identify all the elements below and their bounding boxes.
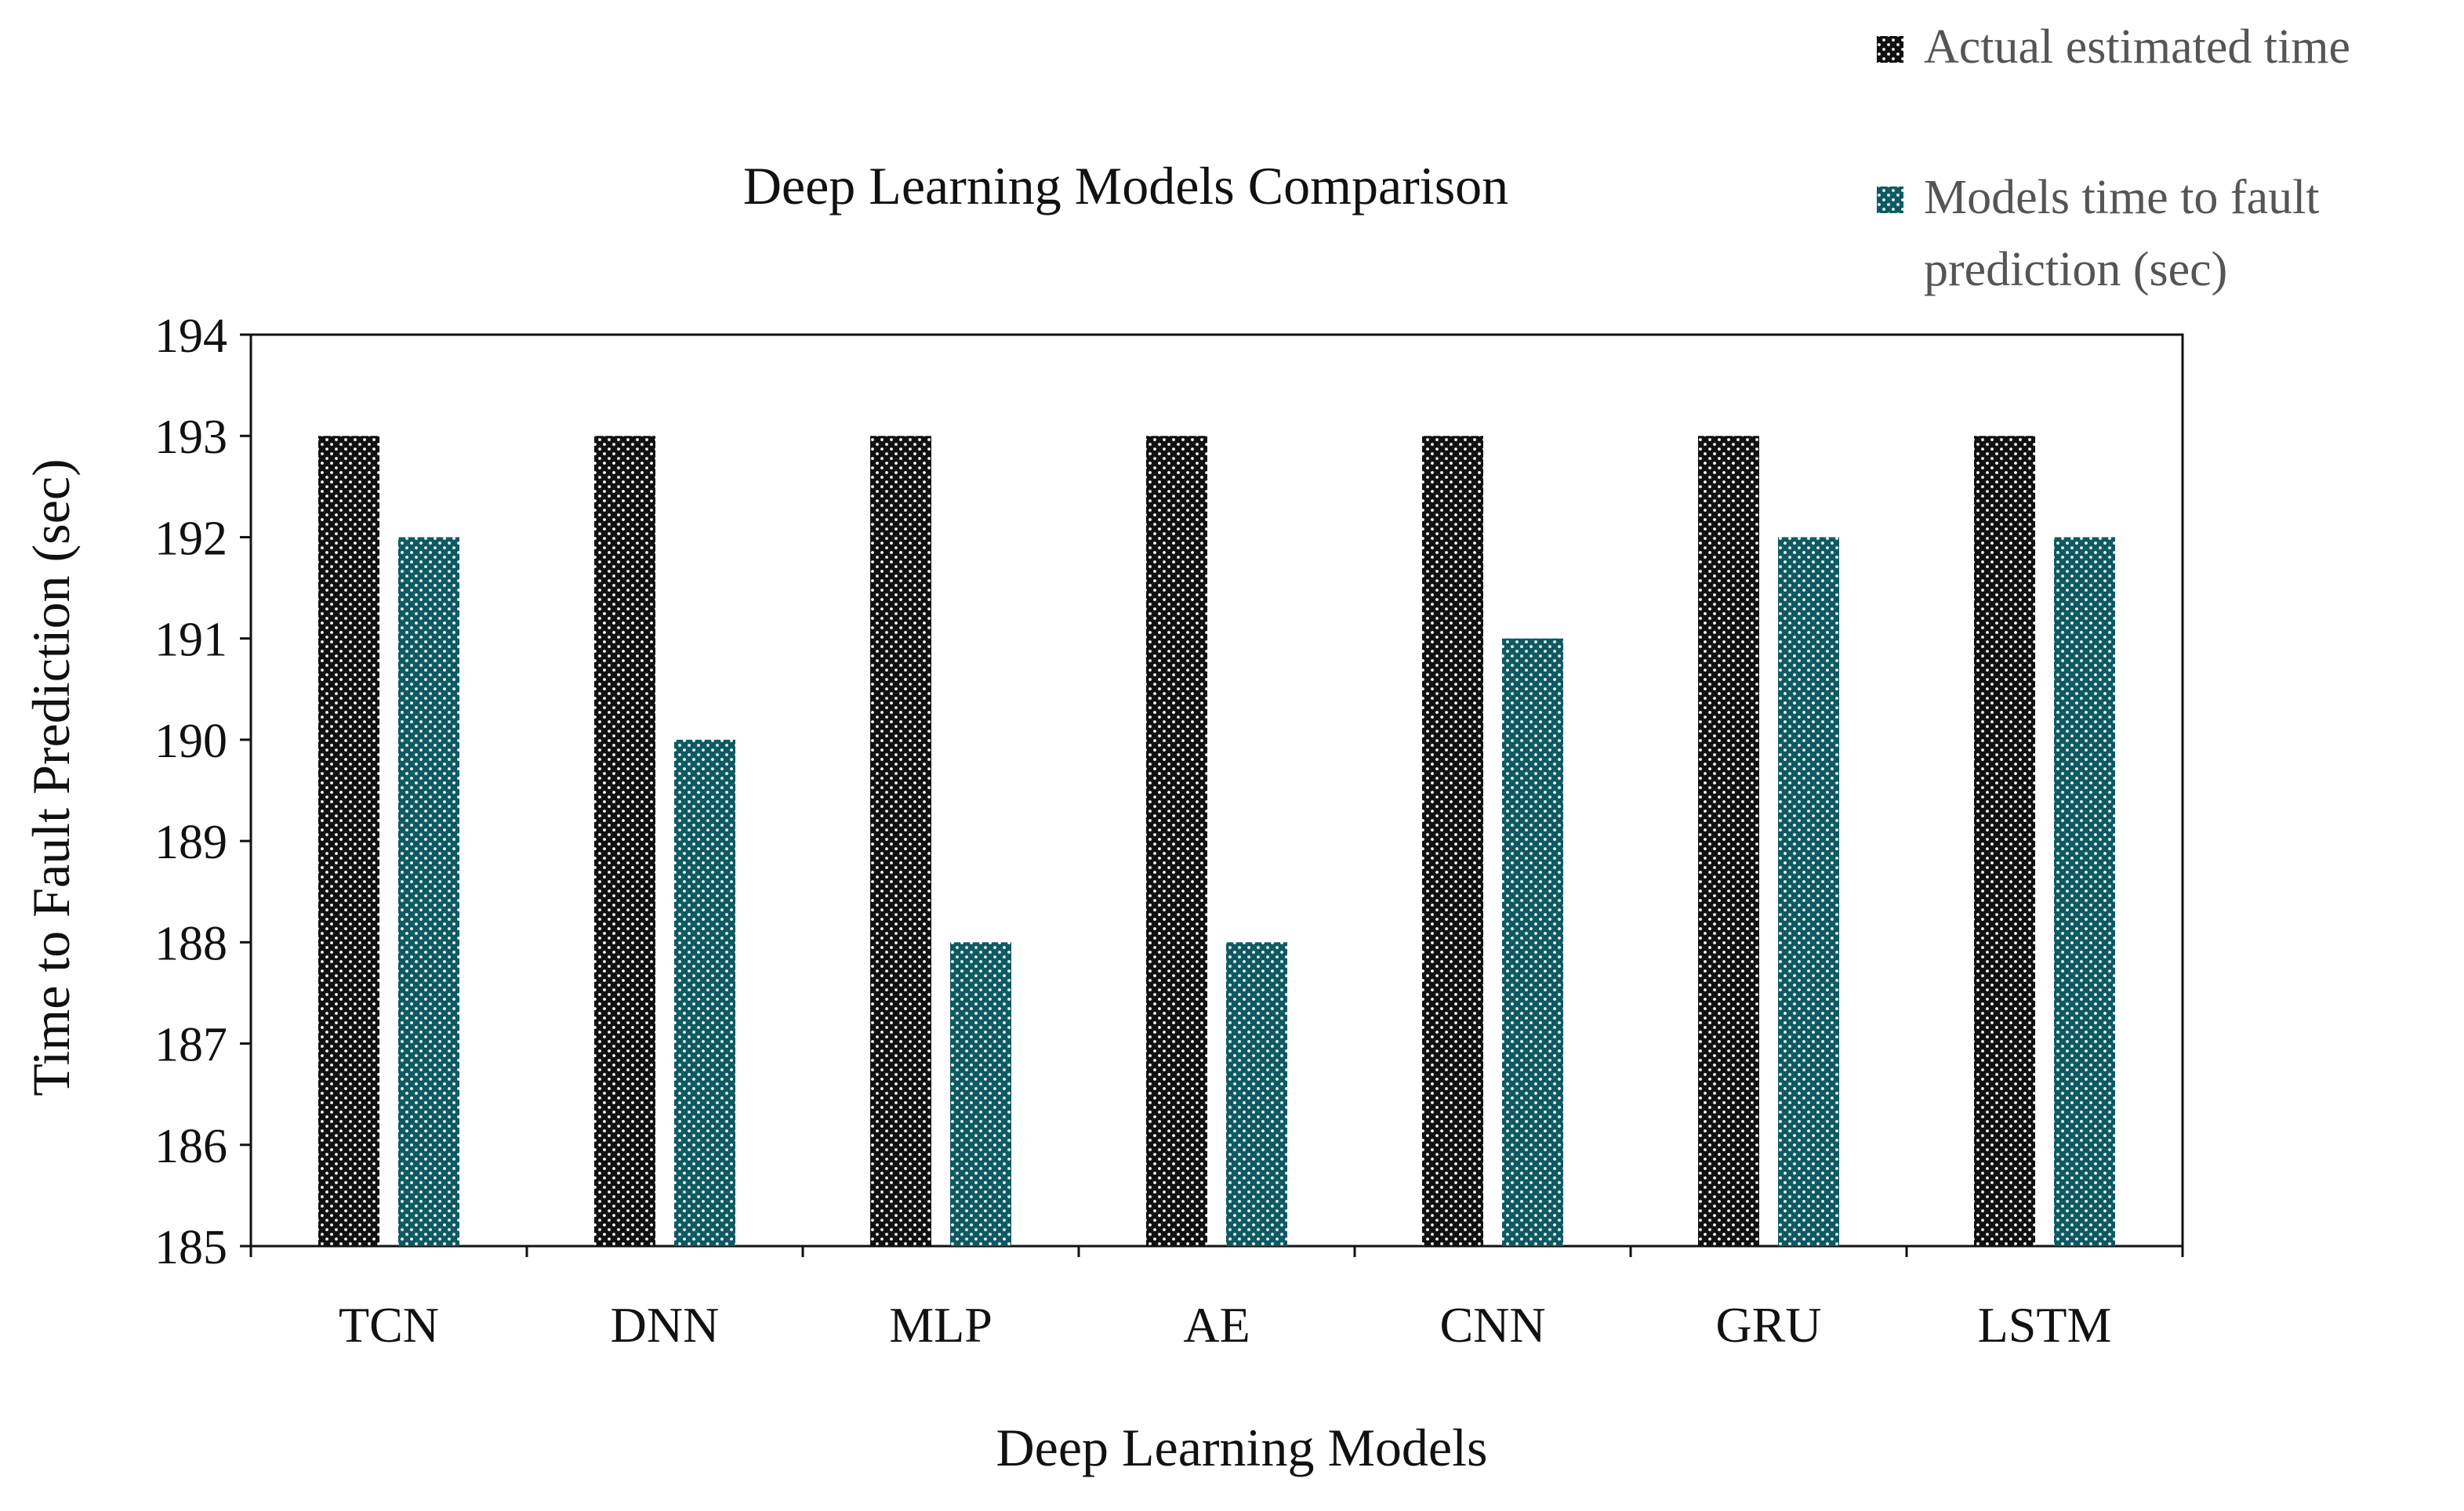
y-tick-label: 194 [154,310,227,363]
y-tick-label: 189 [154,816,227,869]
legend-swatch-models [1877,187,1903,213]
bar-models-cnn [1502,638,1563,1246]
bars-group [318,436,2115,1247]
plot-area-frame [249,333,2184,1248]
bar-actual-lstm [1974,436,2035,1247]
bar-actual-tcn [318,436,379,1247]
y-tick-label: 190 [154,715,227,768]
bar-actual-dnn [594,436,655,1247]
y-tick-label: 185 [154,1221,227,1274]
bar-models-mlp [950,942,1011,1246]
y-tick-label: 187 [154,1019,227,1072]
legend-label-models-line1: Models time to fault [1924,171,2320,224]
x-tick-label: GRU [1715,1297,1821,1353]
y-tick-label: 186 [154,1120,227,1173]
bar-models-dnn [674,739,735,1246]
y-tick-label: 191 [154,614,227,667]
y-tick-label: 192 [154,512,227,565]
x-tick-label: DNN [611,1297,720,1353]
legend: Actual estimated time Models time to fau… [1877,20,2350,296]
x-tick-label: LSTM [1978,1297,2112,1353]
legend-label-models-line2: prediction (sec) [1924,243,2227,296]
bar-models-lstm [2054,537,2115,1246]
x-axis-label: Deep Learning Models [996,1418,1488,1477]
bar-actual-mlp [870,436,931,1247]
bar-actual-gru [1698,436,1759,1247]
y-tick-label: 193 [154,411,227,464]
y-axis: 185 186 187 188 189 190 191 192 193 194 [154,310,251,1274]
x-axis: TCN DNN MLP AE CNN GRU LSTM [249,1246,2184,1353]
x-tick-label: MLP [889,1297,992,1353]
y-tick-label: 188 [154,917,227,970]
legend-swatch-actual [1877,36,1903,63]
x-tick-label: CNN [1439,1297,1545,1353]
bar-models-tcn [398,537,459,1246]
bar-actual-ae [1146,436,1207,1247]
bar-models-gru [1778,537,1839,1246]
x-tick-label: TCN [339,1297,439,1353]
bar-actual-cnn [1422,436,1483,1247]
chart-title: Deep Learning Models Comparison [743,156,1508,216]
y-axis-label: Time to Fault Prediction (sec) [21,458,81,1096]
bar-models-ae [1226,942,1287,1246]
legend-label-actual: Actual estimated time [1924,20,2350,74]
x-tick-label: AE [1183,1297,1250,1353]
